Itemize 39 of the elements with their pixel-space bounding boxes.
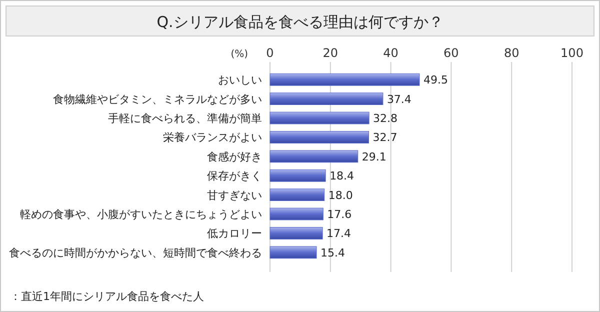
data-label: 32.8: [373, 112, 398, 125]
y-tick-label: 食感が好き: [207, 150, 262, 164]
bar: [270, 73, 420, 86]
bar: [270, 169, 326, 182]
x-tick-label: 80: [504, 46, 520, 60]
y-tick-label: 食べるのに時間がかからない、短時間で食べ終わる: [9, 246, 262, 260]
bar: [270, 131, 370, 144]
x-axis-title: (%): [230, 49, 248, 60]
y-tick-label: 手軽に食べられる、準備が簡単: [108, 112, 262, 125]
text: ：直近1年間にシリアル食品を食べた人: [10, 290, 204, 303]
data-label: 17.4: [326, 227, 352, 240]
bar: [270, 246, 317, 259]
y-tick-label: 低カロリー: [207, 227, 262, 240]
data-label: 37.4: [386, 92, 412, 106]
x-tick-label: 60: [444, 46, 459, 60]
data-label: 18.0: [328, 188, 353, 202]
bar: [270, 150, 358, 163]
data-label: 49.5: [423, 74, 448, 87]
bar: [270, 188, 325, 201]
y-tick-label: 軽めの食事や、小腹がすいたときにちょうどよい: [20, 208, 262, 221]
data-label: 17.6: [327, 208, 352, 221]
y-tick-label: 栄養バランスがよい: [163, 131, 262, 144]
y-tick-label: おいしい: [218, 74, 262, 87]
chart-title: Q.シリアル食品を食べる理由は何ですか？: [156, 13, 444, 31]
bar: [270, 112, 370, 124]
x-tick-label: 0: [266, 46, 274, 60]
y-tick-label: 甘すぎない: [207, 188, 262, 202]
data-label: 32.7: [372, 131, 398, 144]
y-tick-label: 保存がきく: [207, 170, 262, 183]
bar: [270, 208, 324, 220]
y-tick-label: 食物繊維やビタミン、ミネラルなどが多い: [53, 92, 262, 106]
bar: [270, 92, 384, 105]
bar: [270, 227, 323, 240]
data-label: 18.4: [330, 170, 354, 183]
x-tick-label: 20: [322, 46, 338, 60]
data-label: 15.4: [320, 246, 346, 260]
x-tick-label: 100: [560, 46, 584, 60]
x-tick-label: 40: [383, 46, 398, 60]
data-label: 29.1: [362, 150, 386, 164]
